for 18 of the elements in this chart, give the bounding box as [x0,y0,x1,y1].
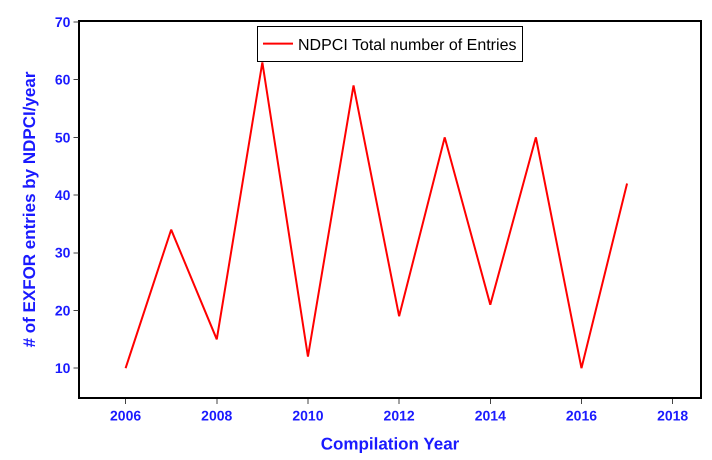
x-tick-label: 2010 [292,408,324,424]
y-tick-label: 40 [54,186,71,203]
x-tick-label: 2006 [110,408,142,424]
line-series [124,61,628,370]
y-tick-label: 50 [54,129,71,146]
y-tick-label: 70 [54,14,71,30]
x-tick-label: 2014 [474,408,506,424]
x-tick-label: 2008 [201,408,233,424]
y-tick-label: 30 [54,244,71,261]
legend-label: NDPCI Total number of Entries [298,36,516,54]
y-tick-label: 20 [54,302,71,318]
x-tick-label: 2016 [566,408,598,424]
y-tick-label: 60 [54,72,71,88]
x-axis-title: Compilation Year [320,434,460,454]
x-tick-label: 2018 [657,408,688,424]
y-axis-title: # of EXFOR entries by NDPCI/year [20,71,39,348]
x-tick-label: 2012 [384,408,415,424]
y-tick-label: 10 [54,360,71,376]
